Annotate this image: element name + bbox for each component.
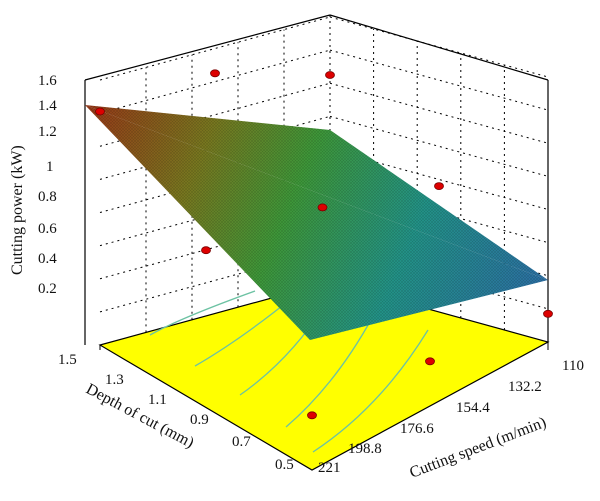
speed-tick-label: 132.2 [508, 379, 542, 395]
experimental-points [95, 69, 553, 420]
depth-tick-label: 1.5 [58, 352, 77, 368]
z-tick-label: 0.8 [38, 189, 57, 205]
depth-tick-label: 1.1 [148, 392, 167, 408]
z-tick-label: 1.6 [38, 73, 57, 89]
grid-line [99, 49, 331, 114]
speed-tick-label: 154.4 [456, 400, 490, 416]
data-point [317, 203, 328, 212]
data-point [543, 309, 553, 318]
z-tick-label: 0.4 [38, 251, 57, 267]
grid-line [99, 82, 331, 147]
grid-line [329, 49, 549, 111]
back-wall-right [329, 14, 549, 342]
speed-tick-label: 110 [562, 358, 584, 374]
grid-line [329, 82, 549, 144]
data-point [307, 411, 317, 420]
data-point [425, 357, 435, 366]
depth-tick-label: 0.9 [190, 412, 209, 428]
z-axis-title: Cutting power (kW) [9, 145, 26, 275]
data-point [95, 107, 105, 116]
data-point [434, 182, 444, 191]
z-tick-label: 1.2 [38, 124, 57, 140]
data-point [325, 71, 335, 79]
grid-line [329, 115, 549, 177]
z-tick-label: 1.4 [38, 98, 57, 114]
z-tick-label: 0.2 [38, 281, 57, 297]
grid-line [329, 16, 549, 78]
depth-tick-label: 1.3 [105, 372, 124, 388]
data-point [210, 69, 220, 78]
speed-tick-label: 176.6 [400, 421, 434, 437]
surface-mesh [85, 105, 548, 340]
speed-tick-label: 198.8 [348, 441, 382, 457]
data-point [201, 246, 211, 255]
z-axis: 1.6 1.4 1.2 1 0.8 0.6 0.4 0.2 Cutting po… [9, 73, 57, 297]
z-tick-label: 1 [46, 159, 54, 175]
depth-tick-label: 0.5 [275, 457, 294, 473]
speed-tick-label: 221 [318, 460, 341, 476]
depth-tick-label: 0.7 [232, 434, 251, 450]
z-tick-label: 0.6 [38, 221, 57, 237]
grid-line [99, 16, 331, 81]
